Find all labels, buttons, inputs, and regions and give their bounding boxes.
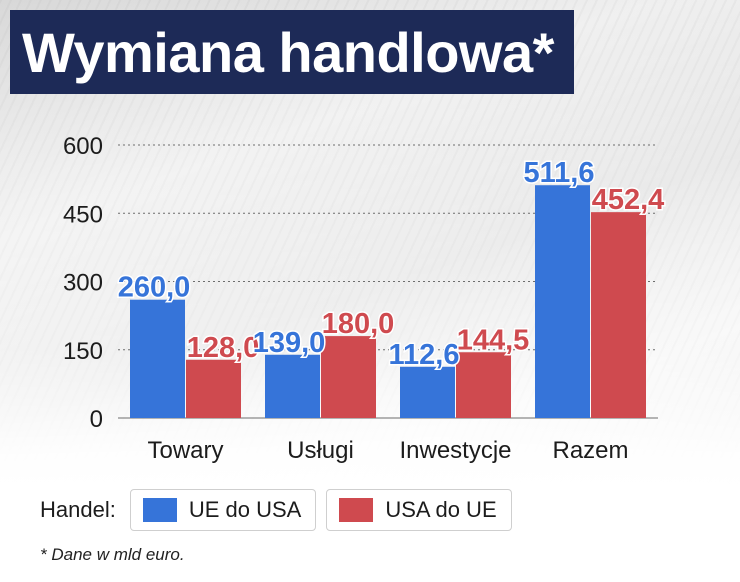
data-label-usa-do-ue: 452,4: [592, 184, 665, 216]
legend-item-usa-do-ue: USA do UE: [326, 489, 512, 531]
x-tick-label: Towary: [147, 437, 223, 464]
bar-usa-do-ue: [591, 212, 646, 418]
y-tick-label: 300: [63, 270, 103, 297]
legend-swatch-ue-do-usa: [142, 498, 177, 522]
bar-ue-do-usa: [130, 299, 185, 418]
x-tick-label: Razem: [552, 437, 628, 464]
bar-ue-do-usa: [535, 185, 590, 418]
chart-title: Wymiana handlowa*: [22, 20, 554, 84]
x-tick-label: Inwestycje: [399, 437, 511, 464]
data-label-usa-do-ue: 144,5: [457, 324, 530, 356]
bar-ue-do-usa: [400, 366, 455, 418]
y-tick-label: 450: [63, 201, 103, 228]
legend: Handel: UE do USA USA do UE: [40, 488, 512, 532]
legend-item-ue-do-usa: UE do USA: [129, 489, 317, 531]
y-tick-label: 600: [63, 133, 103, 160]
data-label-ue-do-usa: 112,6: [389, 339, 460, 371]
bar-ue-do-usa: [265, 354, 320, 418]
legend-label-usa-do-ue: USA do UE: [385, 497, 497, 522]
data-label-usa-do-ue: 128,0: [187, 332, 260, 364]
bar-usa-do-ue: [321, 336, 376, 418]
data-label-ue-do-usa: 139,0: [253, 327, 326, 359]
legend-title: Handel:: [40, 497, 116, 522]
y-tick-label: 150: [63, 338, 103, 365]
data-label-usa-do-ue: 180,0: [322, 308, 395, 340]
title-banner: Wymiana handlowa*: [10, 10, 574, 94]
bar-usa-do-ue: [456, 352, 511, 418]
y-tick-label: 0: [90, 406, 103, 433]
x-tick-label: Usługi: [287, 437, 354, 464]
data-label-ue-do-usa: 511,6: [524, 157, 595, 189]
legend-swatch-usa-do-ue: [339, 498, 374, 522]
legend-label-ue-do-usa: UE do USA: [188, 497, 302, 522]
footnote: * Dane w mld euro.: [40, 545, 185, 564]
bar-usa-do-ue: [186, 359, 241, 418]
data-label-ue-do-usa: 260,0: [118, 272, 191, 304]
